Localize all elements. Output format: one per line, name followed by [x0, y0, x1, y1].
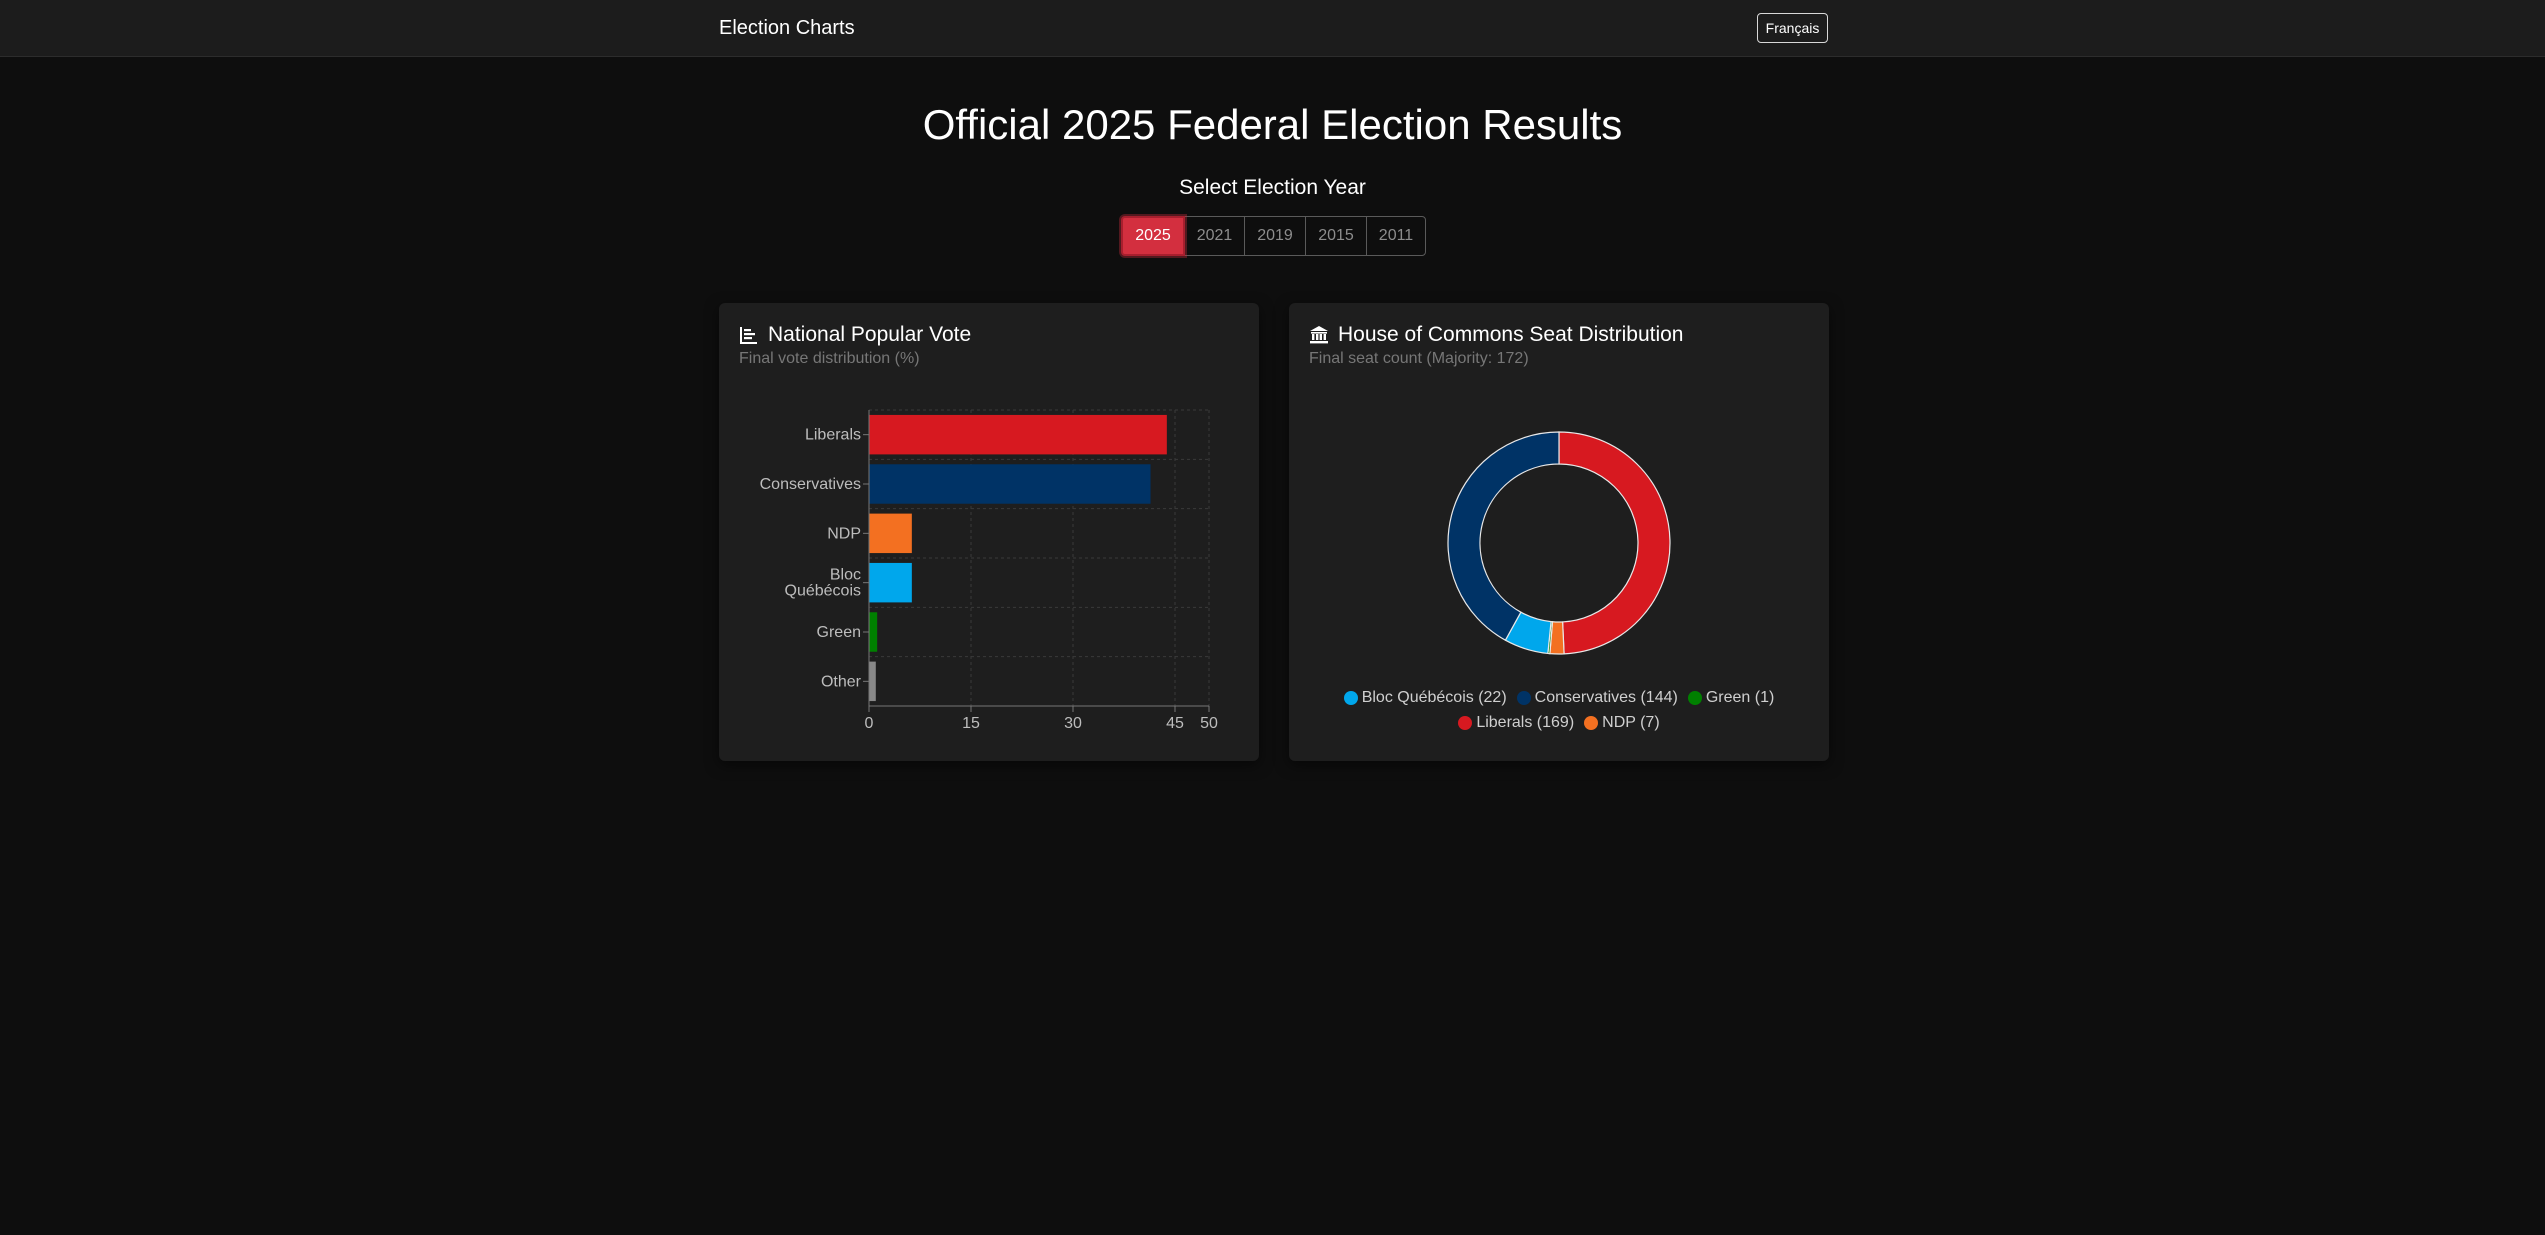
bar[interactable]	[869, 514, 912, 553]
bar[interactable]	[869, 662, 876, 701]
category-label: Green	[817, 624, 861, 641]
x-tick-label: 15	[962, 715, 980, 732]
seat-distribution-card: House of Commons Seat Distribution Final…	[1289, 303, 1829, 761]
year-selector: 2025 2021 2019 2015 2011	[1121, 216, 1426, 256]
category-label: Other	[821, 673, 862, 690]
x-tick-label: 50	[1200, 715, 1218, 732]
category-label: NDP	[827, 525, 861, 542]
brand-title[interactable]: Election Charts	[719, 0, 855, 56]
legend-item[interactable]: Green (1)	[1688, 689, 1774, 707]
year-button-2015[interactable]: 2015	[1305, 216, 1367, 256]
category-label: Liberals	[805, 427, 861, 444]
legend-label: Conservatives (144)	[1535, 689, 1678, 707]
language-toggle-button[interactable]: Français	[1757, 13, 1828, 43]
bar[interactable]	[869, 415, 1167, 454]
year-button-2025[interactable]: 2025	[1121, 216, 1185, 256]
popular-vote-card: National Popular Vote Final vote distrib…	[719, 303, 1259, 761]
year-button-2011[interactable]: 2011	[1366, 216, 1426, 256]
legend-item[interactable]: NDP (7)	[1584, 714, 1660, 732]
legend-label: Bloc Québécois (22)	[1362, 689, 1507, 707]
year-button-2019[interactable]: 2019	[1244, 216, 1306, 256]
seat-chart-legend: Bloc Québécois (22) Conservatives (144) Gr…	[1289, 689, 1829, 739]
bar[interactable]	[869, 612, 877, 651]
legend-label: Liberals (169)	[1476, 714, 1574, 732]
category-label: Québécois	[785, 583, 862, 600]
donut-slice[interactable]	[1448, 432, 1559, 640]
legend-label: NDP (7)	[1602, 714, 1660, 732]
category-label: Bloc	[830, 567, 861, 584]
legend-item[interactable]: Bloc Québécois (22)	[1344, 689, 1507, 707]
x-tick-label: 45	[1166, 715, 1184, 732]
legend-swatch	[1584, 716, 1598, 730]
x-tick-label: 0	[865, 715, 874, 732]
legend-item[interactable]: Liberals (169)	[1458, 714, 1574, 732]
category-label: Conservatives	[760, 476, 861, 493]
navbar: Election Charts Français	[0, 0, 2545, 57]
page-title: Official 2025 Federal Election Results	[0, 101, 2545, 149]
x-tick-label: 30	[1064, 715, 1082, 732]
legend-label: Green (1)	[1706, 689, 1774, 707]
bar[interactable]	[869, 464, 1151, 503]
donut-slice[interactable]	[1559, 432, 1670, 654]
legend-item[interactable]: Conservatives (144)	[1517, 689, 1678, 707]
legend-swatch	[1344, 691, 1358, 705]
seat-donut-chart	[1289, 303, 1829, 683]
bar[interactable]	[869, 563, 912, 602]
year-selector-label: Select Election Year	[0, 176, 2545, 200]
year-button-2021[interactable]: 2021	[1184, 216, 1245, 256]
popular-vote-bar-chart: 0 15 30 45 50 Liberals Conservatives NDP BlocQué…	[719, 303, 1259, 761]
legend-swatch	[1688, 691, 1702, 705]
legend-swatch	[1517, 691, 1531, 705]
legend-swatch	[1458, 716, 1472, 730]
